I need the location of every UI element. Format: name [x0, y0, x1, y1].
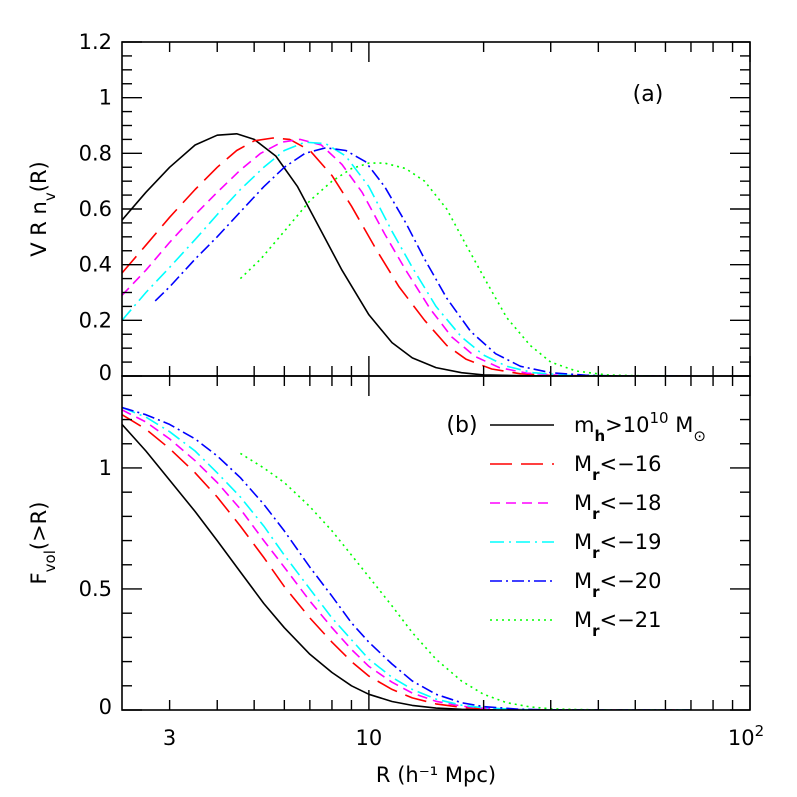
x-axis: 3 10 102 R (h⁻¹ Mpc) [163, 722, 764, 787]
y-tick-label: 1.2 [79, 30, 112, 54]
y-tick-label: 0 [99, 361, 112, 385]
legend-label-4: Mr<−20 [574, 569, 661, 601]
panel-b: 0 0.5 1 Fvol(>R) (b) [27, 375, 751, 719]
y-tick-label: 0.6 [79, 197, 112, 221]
series-line-0 [122, 133, 691, 376]
panel-label: (a) [633, 82, 664, 107]
series-line-5 [239, 162, 691, 376]
legend-label-5: Mr<−21 [574, 608, 661, 640]
y-tick-label: 0 [99, 695, 112, 719]
y-tick-label: 0.2 [79, 308, 112, 332]
legend-label-0: mh>1010 M⊙ [574, 409, 706, 445]
legend-label-2: Mr<−18 [574, 491, 661, 523]
legend-label-1: Mr<−16 [574, 452, 661, 484]
plot-frame [121, 375, 751, 711]
y-tick-label: 1 [99, 456, 112, 480]
panel-label: (b) [446, 413, 477, 438]
x-tick-label: 3 [163, 726, 176, 750]
series-line-4 [154, 147, 691, 376]
panel-a: 0 0.2 0.4 0.6 0.8 1 1.2 V R nv(R) (a) [27, 30, 751, 385]
y-tick-label: 0.5 [79, 577, 112, 601]
y-tick-label: 0.8 [79, 141, 112, 165]
series-line-0 [122, 423, 691, 710]
y-axis-title: V R nv(R) [27, 161, 59, 257]
y-tick-label: 0.4 [79, 253, 112, 277]
legend: mh>1010 M⊙ Mr<−16 Mr<−18 Mr<−19 Mr<−20 Mr<−21 [490, 409, 706, 640]
series-line-1 [122, 137, 691, 376]
series-line-3 [122, 406, 691, 710]
legend-label-3: Mr<−19 [574, 530, 661, 562]
x-tick-label: 10 [356, 726, 383, 750]
x-axis-title: R (h⁻¹ Mpc) [376, 763, 496, 787]
y-axis-title: Fvol(>R) [27, 502, 59, 585]
series-line-3 [122, 141, 691, 376]
x-tick-label: 102 [728, 722, 764, 750]
series-line-2 [122, 138, 691, 376]
series-group [122, 133, 691, 376]
y-tick-label: 1 [99, 86, 112, 110]
